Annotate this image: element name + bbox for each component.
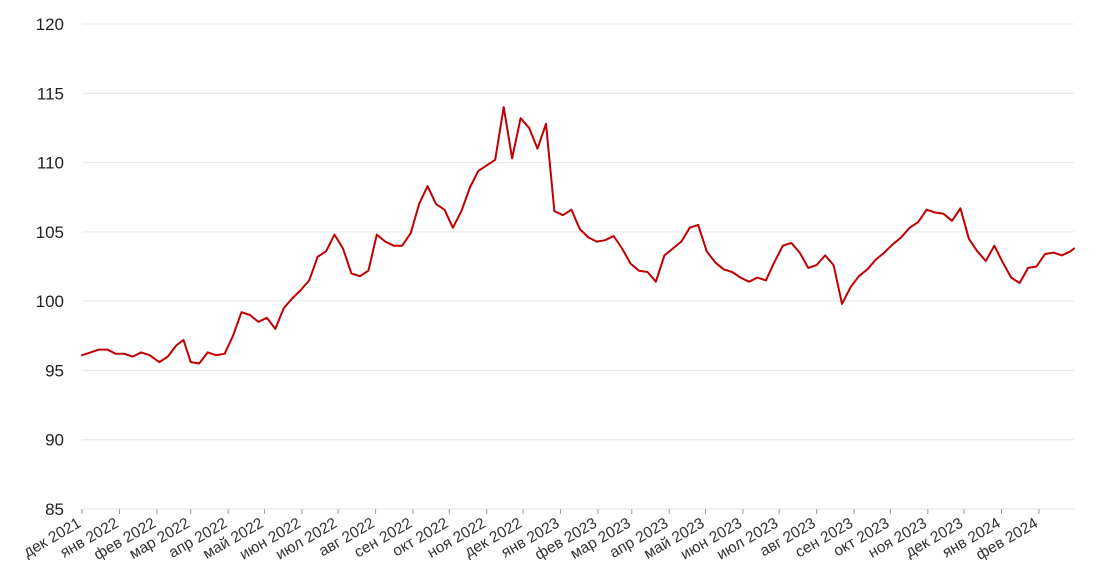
y-tick-label: 110 [37,154,64,173]
y-tick-label: 100 [36,292,64,311]
gridlines [82,23,1074,510]
y-tick-label: 120 [36,15,64,34]
y-tick-label: 90 [45,431,64,450]
y-axis: 85 90 95 100 105 110 115 120 [36,15,64,519]
plot-area [81,106,1075,365]
y-tick-label: 85 [45,500,64,519]
y-tick-label: 115 [37,84,64,103]
series-line-0 [81,106,1075,365]
y-tick-label: 95 [45,361,64,380]
y-tick-label: 105 [36,223,64,242]
